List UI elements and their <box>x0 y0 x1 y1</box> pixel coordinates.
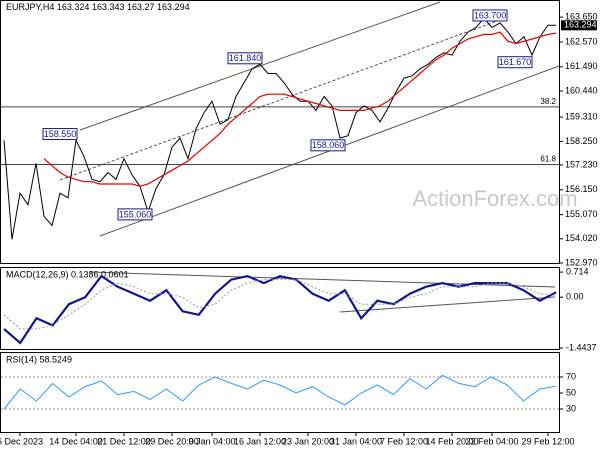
y-tick-label: 163.650 <box>565 11 598 21</box>
annotation-box <box>117 208 153 221</box>
fib-label: 38.2 <box>540 97 556 106</box>
annotation-box <box>42 128 78 141</box>
x-tick-label: 14 Dec 04:00 <box>49 436 103 446</box>
y-tick-label: 161.490 <box>565 61 598 71</box>
y-tick-label: 157.230 <box>565 159 598 169</box>
macd-trend-upper <box>89 271 556 288</box>
y-tick-label: 159.310 <box>565 111 598 121</box>
price-panel <box>0 0 560 264</box>
ma-line <box>43 31 557 187</box>
fib-label: 61.8 <box>540 155 556 164</box>
y-tick-label: 0.714 <box>566 266 589 276</box>
channel-upper <box>79 1 441 131</box>
y-tick-label: 154.020 <box>565 233 598 243</box>
macd-trend-lower <box>339 296 556 313</box>
macd-panel <box>0 267 560 350</box>
watermark: ActionForex.com <box>412 186 577 211</box>
x-tick-label: 14 Feb 20:00 <box>425 436 478 446</box>
x-tick-label: 6 Dec 2023 <box>0 436 43 446</box>
price-line <box>3 17 557 240</box>
annotation-label: 158.060 <box>312 140 345 150</box>
annotation-box <box>472 9 508 22</box>
last-price-label: 163.294 <box>564 20 597 30</box>
y-tick-label: 0.00 <box>566 292 584 302</box>
x-tick-label: 29 Dec 20:00 <box>145 436 199 446</box>
header: EURJPY,H4 163.324 163.343 163.27 163.294 <box>6 2 190 12</box>
annotation-label: 161.670 <box>499 57 532 67</box>
rsi-title: RSI(14) 58.5249 <box>6 354 72 364</box>
macd-1 <box>3 279 557 330</box>
y-tick-label: 50 <box>566 387 576 397</box>
x-tick-label: 16 Jan 12:00 <box>234 436 286 446</box>
annotation-label: 161.840 <box>229 53 262 63</box>
y-tick-label: 156.150 <box>565 184 598 194</box>
rsi-panel <box>0 352 560 433</box>
annotation-box <box>310 139 346 152</box>
x-tick-label: 7 Feb 12:00 <box>380 436 428 446</box>
annotation-box <box>497 56 533 69</box>
rsi-0 <box>3 374 557 410</box>
x-tick-label: 23 Jan 20:00 <box>282 436 334 446</box>
x-tick-label: 31 Jan 04:00 <box>330 436 382 446</box>
x-tick-label: 29 Feb 12:00 <box>521 436 574 446</box>
annotation-box <box>227 52 263 65</box>
last-price-box <box>561 20 597 31</box>
macd-title: MACD(12,26,9) 0.1386 0.0601 <box>6 269 129 279</box>
y-tick-label: 162.570 <box>565 36 598 46</box>
x-tick-label: 9 Jan 04:00 <box>188 436 235 446</box>
y-tick-label: 155.070 <box>565 209 598 219</box>
annotation-label: 158.550 <box>44 129 77 139</box>
macd-0 <box>3 274 557 345</box>
y-tick-label: 30 <box>566 403 576 413</box>
x-tick-label: 22 Feb 04:00 <box>465 436 518 446</box>
channel-middle <box>59 19 501 181</box>
annotation-label: 163.700 <box>474 10 507 20</box>
x-tick-label: 21 Dec 12:00 <box>97 436 151 446</box>
annotation-label: 155.060 <box>119 209 152 219</box>
y-tick-label: 160.440 <box>565 85 598 95</box>
y-tick-label: 70 <box>566 371 576 381</box>
y-tick-label: -1.4437 <box>566 342 597 352</box>
y-tick-label: 158.250 <box>565 136 598 146</box>
y-tick-label: 152.970 <box>565 257 598 267</box>
